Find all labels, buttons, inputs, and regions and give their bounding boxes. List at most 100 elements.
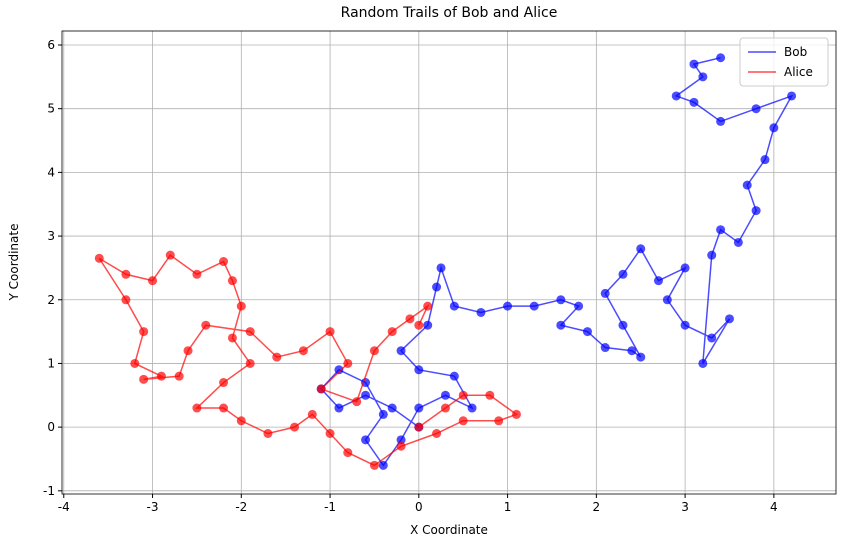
trail-point xyxy=(236,416,246,426)
trail-point xyxy=(436,263,446,273)
trail-point xyxy=(139,374,149,384)
trail-point xyxy=(307,409,317,419)
trail-point xyxy=(405,314,415,324)
x-tick-label: 0 xyxy=(415,500,423,514)
trail-point xyxy=(236,301,246,311)
y-tick-label: 1 xyxy=(47,356,55,370)
trail-point xyxy=(494,416,504,426)
trail-point xyxy=(662,295,672,305)
trail-point xyxy=(414,320,424,330)
trail-point xyxy=(227,333,237,343)
trail-point xyxy=(325,428,335,438)
trail-point xyxy=(582,327,592,337)
trail-point xyxy=(707,250,717,260)
trail-point xyxy=(121,269,131,279)
trail-point xyxy=(467,403,477,413)
trail-point xyxy=(432,428,442,438)
trail-point xyxy=(263,428,273,438)
trail-point xyxy=(671,91,681,101)
x-tick-label: -2 xyxy=(235,500,247,514)
trail-point xyxy=(680,320,690,330)
trail-point xyxy=(192,403,202,413)
y-tick-label: 0 xyxy=(47,420,55,434)
trail-point xyxy=(139,327,149,337)
y-tick-label: 3 xyxy=(47,229,55,243)
trail-point xyxy=(574,301,584,311)
chart-title: Random Trails of Bob and Alice xyxy=(341,5,558,21)
trail-point xyxy=(361,435,371,445)
trail-point xyxy=(600,343,610,353)
trail-point xyxy=(432,282,442,292)
trail-point xyxy=(174,371,184,381)
trail-point xyxy=(689,97,699,107)
trail-point xyxy=(618,269,628,279)
y-tick-label: 5 xyxy=(47,102,55,116)
trail-point xyxy=(245,327,255,337)
trail-point xyxy=(680,263,690,273)
trail-point xyxy=(636,352,646,362)
trail-point xyxy=(130,358,140,368)
trail-point xyxy=(165,250,175,260)
trail-point xyxy=(503,301,513,311)
trail-point xyxy=(716,53,726,63)
trail-point xyxy=(600,288,610,298)
trail-point xyxy=(156,371,166,381)
x-tick-label: -3 xyxy=(147,500,159,514)
trail-point xyxy=(298,346,308,356)
trail-point xyxy=(414,365,424,375)
trail-point xyxy=(556,320,566,330)
trail-point xyxy=(449,301,459,311)
trail-point xyxy=(423,320,433,330)
trail-point xyxy=(716,225,726,235)
trail-point xyxy=(325,327,335,337)
trail-point xyxy=(742,180,752,190)
trail-point xyxy=(343,358,353,368)
trail-point xyxy=(396,441,406,451)
trail-point xyxy=(627,346,637,356)
trail-point xyxy=(751,104,761,114)
trail-point xyxy=(121,295,131,305)
trail-point xyxy=(733,237,743,247)
trail-point xyxy=(618,320,628,330)
trail-point xyxy=(511,409,521,419)
trail-point xyxy=(716,116,726,126)
y-tick-label: 6 xyxy=(47,38,55,52)
trail-point xyxy=(369,346,379,356)
legend-label: Alice xyxy=(784,65,813,79)
trail-line xyxy=(98,254,519,467)
trail-point xyxy=(387,327,397,337)
y-tick-label: -1 xyxy=(43,484,55,498)
y-axis-label: Y Coordinate xyxy=(7,224,21,302)
trail-point xyxy=(751,206,761,216)
trail-point xyxy=(369,460,379,470)
trail-point xyxy=(414,422,424,432)
x-tick-label: -1 xyxy=(324,500,336,514)
trail-point xyxy=(458,390,468,400)
trail-point xyxy=(352,397,362,407)
trail-point xyxy=(423,301,433,311)
trail-point xyxy=(724,314,734,324)
trail-point xyxy=(485,390,495,400)
trail-point xyxy=(698,358,708,368)
x-tick-label: 2 xyxy=(593,500,601,514)
series xyxy=(94,250,521,470)
trail-point xyxy=(343,448,353,458)
trail-point xyxy=(183,346,193,356)
trail-point xyxy=(636,244,646,254)
trail-point xyxy=(316,384,326,394)
series xyxy=(316,53,797,470)
x-tick-label: 1 xyxy=(504,500,512,514)
trail-point xyxy=(245,358,255,368)
plot-frame xyxy=(61,30,837,495)
x-tick-label: -4 xyxy=(58,500,70,514)
trail-point xyxy=(449,371,459,381)
trail-point xyxy=(440,403,450,413)
trail-point xyxy=(148,276,158,286)
trail-point xyxy=(378,409,388,419)
trail-point xyxy=(707,333,717,343)
x-axis-label: X Coordinate xyxy=(410,523,488,537)
trail-point xyxy=(201,320,211,330)
trail-point xyxy=(396,346,406,356)
trail-point xyxy=(378,460,388,470)
trail-point xyxy=(219,257,229,267)
